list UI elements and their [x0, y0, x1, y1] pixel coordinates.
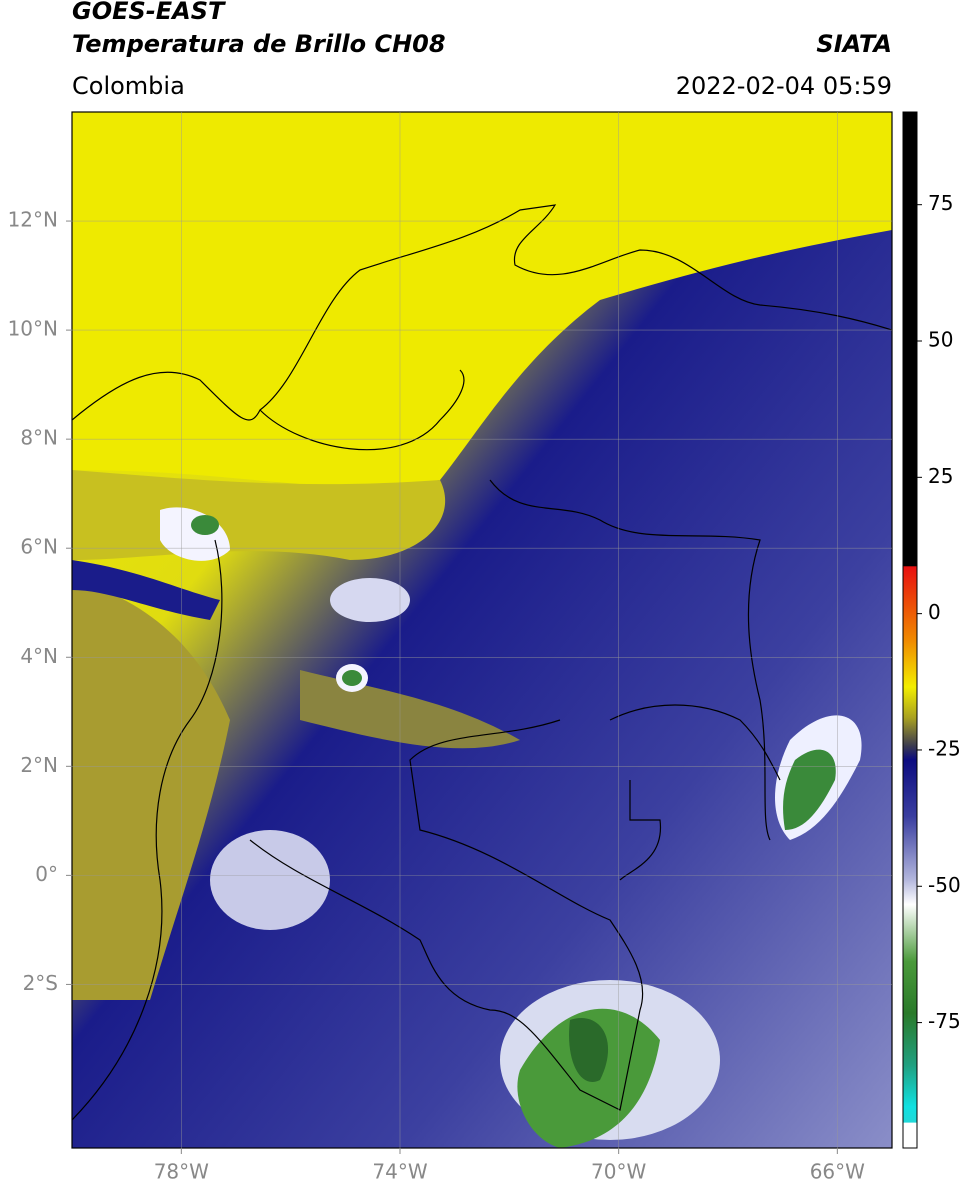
lat-tick-label: 0°	[35, 862, 58, 886]
colorbar-tick-label: 50	[928, 328, 953, 352]
colorbar-tick-label: -25	[928, 736, 961, 760]
lat-tick-label: 2°S	[23, 971, 58, 995]
map-frame	[71, 111, 893, 1149]
region: Colombia	[72, 72, 185, 100]
lat-tick-label: 2°N	[20, 753, 58, 777]
colorbar-tick-label: 75	[928, 191, 953, 215]
colorbar-tick-label: 25	[928, 464, 953, 488]
lat-tick-label: 4°N	[20, 644, 58, 668]
datetime: 2022-02-04 05:59	[676, 72, 892, 100]
lat-tick-label: 6°N	[20, 535, 58, 559]
colorbar	[902, 111, 918, 1149]
colorbar-tick-label: 0	[928, 600, 941, 624]
product: Temperatura de Brillo CH08	[72, 30, 446, 58]
lat-tick-label: 8°N	[20, 426, 58, 450]
lon-tick-label: 70°W	[591, 1160, 646, 1184]
lat-tick-label: 10°N	[8, 317, 58, 341]
colorbar-tick-label: -75	[928, 1009, 961, 1033]
lon-tick-label: 74°W	[372, 1160, 427, 1184]
lon-tick-label: 66°W	[810, 1160, 865, 1184]
lon-tick-label: 78°W	[154, 1160, 209, 1184]
lat-tick-label: 12°N	[8, 208, 58, 232]
satellite: GOES-EAST	[72, 0, 226, 25]
boundaries	[72, 204, 892, 1121]
source: SIATA	[816, 30, 892, 58]
satellite-image	[72, 112, 892, 1148]
colorbar-tick-label: -50	[928, 873, 961, 897]
